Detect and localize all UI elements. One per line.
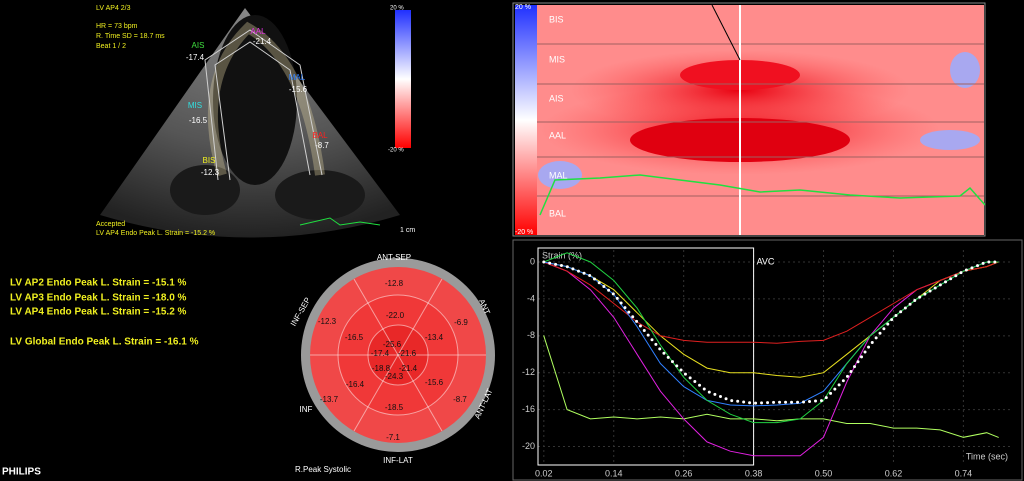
segment-value: -8.7 (315, 141, 329, 150)
segment-strain: -7.1 (386, 433, 400, 442)
heatmap-row-label: AIS (549, 93, 564, 103)
bullseye-label: INF (300, 405, 313, 414)
x-tick-label: 0.38 (745, 468, 763, 478)
x-tick-label: 0.50 (815, 468, 833, 478)
summary-line: LV Global Endo Peak L. Strain = -16.1 % (10, 337, 199, 348)
segment-strain: -22.0 (386, 311, 405, 320)
x-tick-label: 0.26 (675, 468, 693, 478)
avc-window (537, 247, 755, 466)
segment-name: MIS (188, 101, 202, 110)
strain-curve (542, 260, 1000, 405)
summary-line: LV AP2 Endo Peak L. Strain = -15.1 % (10, 278, 187, 289)
annotation: AVC (757, 256, 775, 266)
peak-label: LV AP4 Endo Peak L. Strain = -15.2 % (96, 230, 215, 237)
beat-label: Beat 1 / 2 (96, 43, 126, 50)
x-tick-label: 0.14 (605, 468, 623, 478)
segment-strain: -18.8 (372, 364, 391, 373)
segment-strain: -16.4 (346, 380, 365, 389)
y-axis-label: Strain (%) (542, 250, 582, 260)
segment-value: -17.4 (186, 53, 205, 62)
segment-strain: -13.7 (320, 395, 339, 404)
x-axis-label: Time (sec) (966, 451, 1008, 461)
heatmap-row-label: MIS (549, 54, 565, 64)
segment-strain: -18.5 (385, 403, 404, 412)
colorbar-bottom: -20 % (388, 148, 404, 154)
y-tick-label: -4 (527, 293, 535, 303)
segment-strain: -15.6 (425, 378, 444, 387)
segment-name: BAL (312, 131, 328, 140)
status-label: Accepted (96, 221, 125, 228)
heatmap-colorbar-top: 20 % (515, 4, 531, 11)
segment-strain: -12.3 (318, 317, 337, 326)
x-tick-label: 0.74 (955, 468, 973, 478)
y-tick-label: -12 (522, 367, 535, 377)
strain-curve (543, 252, 999, 424)
segment-strain: -16.5 (345, 333, 364, 342)
heatmap-row-label: BIS (549, 14, 564, 24)
strain-curve (543, 261, 999, 378)
heatmap-row-label: MAL (549, 170, 568, 180)
x-tick-label: 0.02 (535, 468, 553, 478)
segment-value: -15.6 (289, 85, 308, 94)
heatmap-colorbar-bottom: -20 % (515, 229, 533, 236)
y-tick-label: -16 (522, 404, 535, 414)
echo-image (100, 8, 411, 238)
heatmap-row-label: AAL (549, 130, 566, 140)
bullseye-plot (301, 258, 495, 452)
scale-label: 1 cm (400, 227, 415, 234)
summary-line: LV AP3 Endo Peak L. Strain = -18.0 % (10, 293, 187, 304)
segment-strain: -21.4 (399, 364, 418, 373)
y-tick-label: -20 (522, 441, 535, 451)
brand: PHILIPS (2, 467, 41, 478)
segment-name: AIS (192, 41, 205, 50)
segment-strain: -21.6 (398, 349, 417, 358)
hr-label: HR = 73 bpm (96, 23, 138, 30)
bullseye-caption: R.Peak Systolic (295, 465, 351, 474)
segment-name: BIS (203, 156, 216, 165)
strain-heatmap (512, 2, 986, 237)
segment-strain: -13.4 (425, 333, 444, 342)
segment-strain: -6.9 (454, 318, 468, 327)
bullseye-label: ANT-SEP (377, 253, 411, 262)
strain-curve (543, 335, 999, 438)
segment-strain: -12.8 (385, 279, 404, 288)
segment-strain: -24.3 (385, 372, 404, 381)
colorbar-top: 20 % (390, 6, 404, 12)
segment-strain: -17.4 (371, 349, 390, 358)
segment-value: -21.4 (253, 37, 272, 46)
strain-curve (543, 261, 999, 344)
summary-line: LV AP4 Endo Peak L. Strain = -15.2 % (10, 307, 187, 318)
segment-strain: -25.6 (383, 340, 402, 349)
heatmap-row-label: BAL (549, 208, 566, 218)
y-tick-label: -8 (527, 330, 535, 340)
bullseye-label: INF-LAT (383, 456, 413, 465)
view-label: LV AP4 2/3 (96, 5, 131, 12)
y-tick-label: 0 (530, 256, 535, 266)
segment-strain: -8.7 (453, 395, 467, 404)
segment-value: -12.3 (201, 168, 220, 177)
segment-name: MAL (289, 73, 306, 82)
rtime-label: R. Time SD = 18.7 ms (96, 33, 165, 40)
x-tick-label: 0.62 (885, 468, 903, 478)
segment-name: AAL (250, 27, 266, 36)
segment-value: -16.5 (189, 116, 208, 125)
